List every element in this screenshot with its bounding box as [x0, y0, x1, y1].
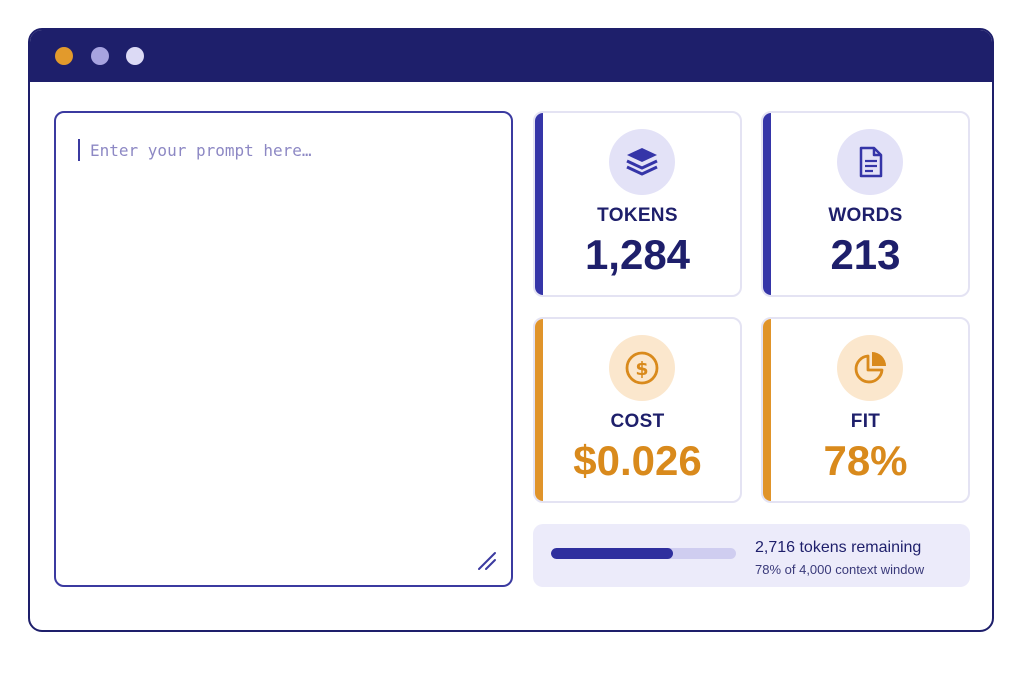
words-value: 213 — [830, 231, 901, 278]
prompt-editor[interactable] — [54, 111, 513, 587]
card-accent-bar — [763, 319, 771, 501]
pie-chart-icon — [837, 335, 903, 401]
words-card: WORDS 213 — [761, 111, 970, 297]
card-accent-bar — [535, 113, 543, 295]
layers-icon — [609, 129, 675, 195]
tokens-label: TOKENS — [597, 205, 678, 226]
title-bar — [30, 30, 992, 82]
maximize-window-button[interactable] — [126, 47, 144, 65]
words-label: WORDS — [828, 205, 903, 226]
cost-label: COST — [610, 411, 665, 432]
prompt-input[interactable] — [90, 141, 470, 160]
tokens-remaining-text: 2,716 tokens remaining — [755, 539, 922, 556]
context-window-detail: 78% of 4,000 context window — [755, 562, 925, 577]
tokens-card: TOKENS 1,284 — [533, 111, 742, 297]
fit-value: 78% — [823, 437, 908, 484]
text-caret — [78, 139, 80, 161]
tokens-value: 1,284 — [584, 231, 691, 278]
svg-text:$: $ — [635, 358, 648, 380]
minimize-window-button[interactable] — [91, 47, 109, 65]
cost-value: $0.026 — [573, 437, 702, 484]
context-progress-bar — [551, 548, 736, 559]
dollar-icon: $ — [609, 335, 675, 401]
document-icon — [837, 129, 903, 195]
cost-card: $ COST $0.026 — [533, 317, 742, 503]
fit-label: FIT — [850, 411, 881, 432]
context-progress-fill — [551, 548, 674, 559]
close-window-button[interactable] — [55, 47, 73, 65]
fit-card: FIT 78% — [761, 317, 970, 503]
resize-handle-icon[interactable] — [475, 549, 497, 571]
card-accent-bar — [535, 319, 543, 501]
app-window: TOKENS 1,284 WORDS 213 $ COST $0.026 — [28, 28, 994, 632]
context-usage-panel: 2,716 tokens remaining 78% of 4,000 cont… — [533, 524, 970, 587]
card-accent-bar — [763, 113, 771, 295]
